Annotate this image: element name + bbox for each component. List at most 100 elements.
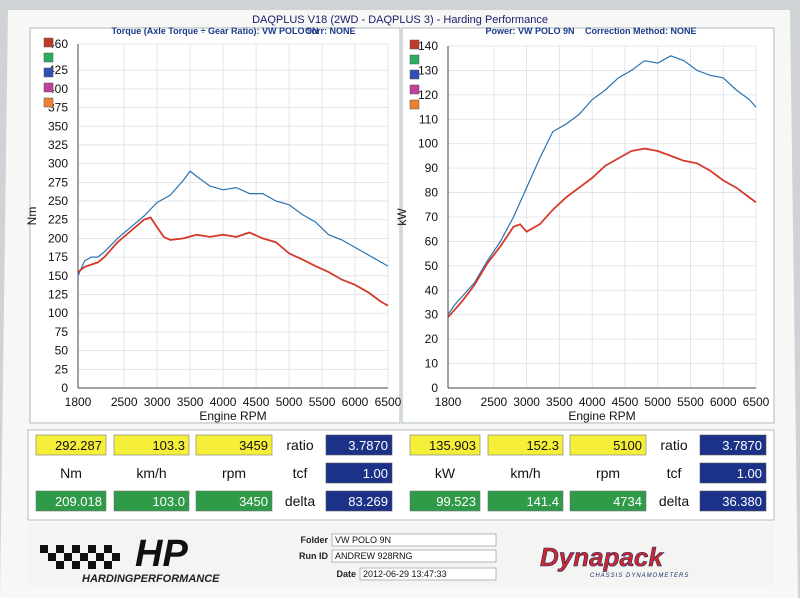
y-tick-label: 350 — [48, 119, 68, 133]
readout-label: tcf — [293, 465, 308, 481]
readout-side-value: 3.7870 — [348, 438, 388, 453]
hp-logo: HP — [135, 533, 188, 575]
legend-swatch — [409, 84, 420, 95]
readout-cell — [569, 434, 647, 456]
x-tick-label: 2500 — [481, 395, 508, 409]
legend-swatch — [409, 54, 420, 65]
x-tick-label: 4500 — [243, 395, 270, 409]
y-tick-label: 275 — [48, 175, 68, 189]
runid-label: Run ID — [299, 551, 328, 561]
y-tick-label: 250 — [48, 194, 68, 208]
y-tick-label: 125 — [48, 288, 68, 302]
readout-cell — [113, 490, 190, 512]
readout-unit: Nm — [60, 465, 82, 481]
y-tick-label: 0 — [61, 381, 68, 395]
left-chart-corr: Corr: NONE — [305, 26, 356, 36]
y-tick-label: 225 — [48, 213, 68, 227]
readout-label: delta — [659, 493, 690, 509]
y-tick-label: 50 — [425, 259, 439, 273]
y-tick-label: 75 — [55, 325, 69, 339]
readout-cell — [113, 434, 190, 456]
y-tick-label: 200 — [48, 231, 68, 245]
readout-cell — [35, 434, 107, 456]
readout-side-value: 1.00 — [363, 466, 388, 481]
y-tick-label: 90 — [425, 161, 439, 175]
x-tick-label: 5500 — [677, 395, 704, 409]
readout-value: 103.3 — [152, 438, 185, 453]
readout-cell — [569, 490, 647, 512]
dynapack-subtitle: CHASSIS DYNAMOMETERS — [590, 573, 689, 579]
readout-label: delta — [285, 493, 316, 509]
readout-value: 99.523 — [436, 494, 476, 509]
readout-side-value: 3.7870 — [722, 438, 762, 453]
legend-swatch — [43, 37, 54, 48]
x-axis-label: Engine RPM — [568, 409, 635, 423]
y-axis-label: Nm — [25, 207, 39, 226]
readout-side-value: 36.380 — [722, 494, 762, 509]
x-tick-label: 6000 — [710, 395, 737, 409]
power-chart: 1800 2500 3000 3500 4000 4500 5000 5500 6000 6500… — [395, 39, 770, 423]
readout-side-value: 83.269 — [348, 494, 388, 509]
folder-label: Folder — [300, 535, 328, 545]
readout-side-cell — [325, 462, 393, 484]
readout-value: 141.4 — [526, 494, 559, 509]
torque-chart: 1800 2500 3000 3500 4000 4500 5000 5500 6000 6500… — [25, 37, 402, 423]
y-tick-label: 325 — [48, 138, 68, 152]
readout-cell — [195, 434, 273, 456]
readout-value: 3459 — [239, 438, 268, 453]
right-chart-frame — [401, 27, 775, 424]
x-tick-label: 3500 — [177, 395, 204, 409]
series-line — [77, 216, 389, 307]
x-tick-label: 2500 — [111, 395, 138, 409]
y-tick-label: 150 — [48, 269, 68, 283]
readout-cell — [409, 490, 481, 512]
readout-value: 4734 — [613, 494, 642, 509]
readout-cell — [195, 490, 273, 512]
runid-value: ANDREW 928RNG — [335, 551, 413, 561]
x-tick-label: 3000 — [513, 395, 540, 409]
x-tick-label: 4000 — [210, 395, 237, 409]
readout-side-cell — [699, 434, 767, 456]
y-tick-label: 100 — [48, 306, 68, 320]
y-tick-label: 120 — [418, 88, 438, 102]
y-tick-label: 20 — [425, 332, 439, 346]
runid-box — [331, 549, 497, 563]
legend-swatch — [43, 52, 54, 63]
readout-label: ratio — [286, 437, 313, 453]
right-chart-title: Power: VW POLO 9N — [485, 26, 574, 36]
legend-swatch — [409, 99, 420, 110]
series-line — [447, 147, 757, 318]
readout-cell — [35, 490, 107, 512]
readout-unit: rpm — [222, 465, 246, 481]
y-tick-label: 80 — [425, 186, 439, 200]
folder-box — [331, 533, 497, 547]
y-tick-label: 30 — [425, 308, 439, 322]
readout-side-cell — [325, 434, 393, 456]
x-tick-label: 5500 — [309, 395, 336, 409]
y-tick-label: 60 — [425, 234, 439, 248]
hp-flag-graphic — [40, 545, 120, 569]
date-box — [359, 567, 497, 581]
legend-swatch — [409, 69, 420, 80]
x-tick-label: 6500 — [375, 395, 402, 409]
y-tick-label: 100 — [418, 137, 438, 151]
y-tick-label: 0 — [431, 381, 438, 395]
series-line — [447, 55, 757, 316]
x-tick-label: 6000 — [342, 395, 369, 409]
x-tick-label: 5000 — [644, 395, 671, 409]
x-axis-label: Engine RPM — [199, 409, 266, 423]
readout-cell — [487, 490, 564, 512]
readout-cell — [409, 434, 481, 456]
y-tick-label: 50 — [55, 344, 69, 358]
y-tick-label: 40 — [425, 283, 439, 297]
legend-swatch — [409, 39, 420, 50]
readouts: 292.287 103.3 3459 ratio 3.7870 Nm km/h rpm tcf 1… — [35, 434, 767, 512]
sheet-title: DAQPLUS V18 (2WD - DAQPLUS 3) - Harding … — [252, 14, 548, 26]
x-tick-label: 1800 — [65, 395, 92, 409]
dynapack-logo: Dynapack — [540, 542, 664, 572]
readout-side-cell — [325, 490, 393, 512]
readout-side-cell — [699, 462, 767, 484]
readout-value: 209.018 — [55, 494, 102, 509]
readout-value: 103.0 — [152, 494, 185, 509]
